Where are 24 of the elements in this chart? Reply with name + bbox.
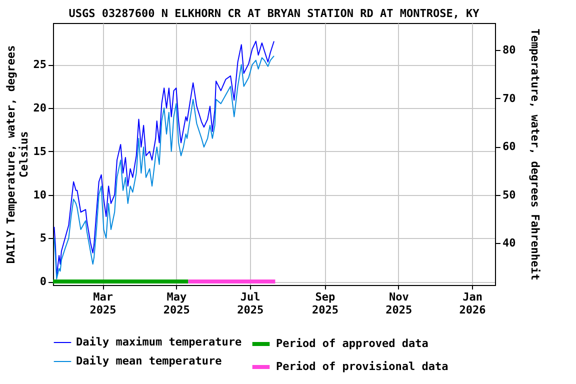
legend-label: Period of provisional data bbox=[276, 360, 448, 373]
y-tick-label: 5 bbox=[40, 232, 46, 245]
legend-label: Daily mean temperature bbox=[76, 354, 222, 368]
chart-title: USGS 03287600 N ELKHORN CR AT BRYAN STATION RD AT MONTROSE, KY bbox=[68, 7, 480, 20]
x-tick-label: Nov 2025 bbox=[386, 290, 412, 316]
x-tick-label: Sep 2025 bbox=[312, 290, 338, 316]
y-tick-label: 10 bbox=[33, 188, 46, 202]
y-tick-label: 20 bbox=[33, 102, 46, 115]
y-tick-label: 25 bbox=[33, 58, 46, 72]
y2-tick-label: 70 bbox=[502, 92, 516, 105]
y2-tick-label: 80 bbox=[502, 44, 516, 57]
x-tick-label: May 2025 bbox=[163, 290, 190, 316]
x-tick-label: Jul 2025 bbox=[237, 290, 264, 316]
legend-label: Daily maximum temperature bbox=[76, 336, 242, 348]
y-tick-label: 0 bbox=[40, 275, 46, 288]
y2-axis-title: Temperature, water, degrees Fahrenheit bbox=[528, 28, 542, 280]
x-tick-label: Jan 2026 bbox=[459, 290, 486, 316]
y2-tick-label: 60 bbox=[502, 140, 516, 154]
y-axis-title: DAILY Temperature, water, degrees Celsius bbox=[4, 45, 30, 264]
legend-label: Period of approved data bbox=[276, 337, 428, 350]
y2-tick-label: 50 bbox=[502, 188, 516, 202]
y2-tick-label: 40 bbox=[502, 236, 516, 250]
y-tick-label: 15 bbox=[33, 144, 46, 158]
x-tick-label: Mar 2025 bbox=[90, 290, 116, 316]
